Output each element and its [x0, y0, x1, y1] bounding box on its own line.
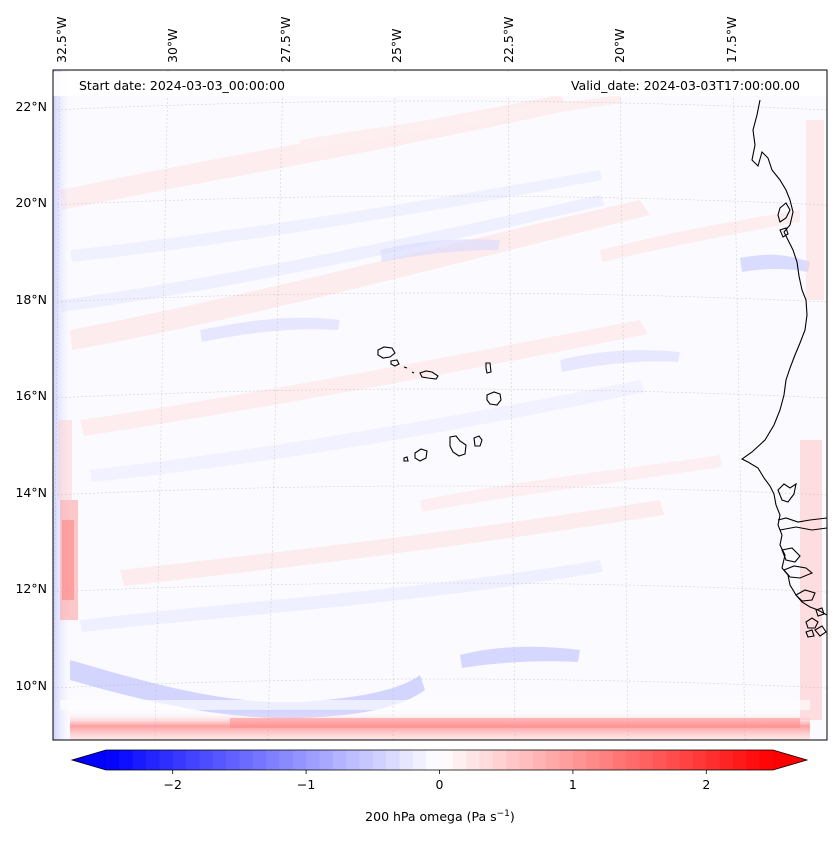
- colorbar-cell: [199, 750, 214, 770]
- colorbar-cell: [426, 750, 441, 770]
- colorbar: −2 −1 0 1 2 200 hPa omega (Pa s−1): [70, 749, 809, 824]
- colorbar-cell: [706, 750, 721, 770]
- valid-date-label: Valid_date: 2024-03-03T17:00:00.00: [571, 78, 800, 93]
- colorbar-cell: [146, 750, 160, 770]
- colorbar-cell: [666, 750, 681, 770]
- colorbar-cell: [692, 750, 707, 770]
- colorbar-cell: [746, 750, 761, 770]
- colorbar-cell: [639, 750, 654, 770]
- colorbar-cell: [599, 750, 614, 770]
- colorbar-cell: [506, 750, 521, 770]
- colorbar-cell: [252, 750, 267, 770]
- colorbar-cell: [119, 750, 134, 770]
- map-panel: Start date: 2024-03-03_00:00:00 Valid_da…: [52, 69, 828, 741]
- colorbar-cell: [386, 750, 401, 770]
- colorbar-cell: [572, 750, 587, 770]
- colorbar-tick-label: 1: [569, 777, 577, 792]
- colorbar-cell: [292, 750, 307, 770]
- colorbar-cell: [159, 750, 174, 770]
- colorbar-cell: [172, 750, 187, 770]
- lat-label: 20°N: [15, 195, 47, 210]
- lat-label: 12°N: [15, 581, 47, 596]
- omega-field: [53, 70, 824, 740]
- colorbar-cell: [732, 750, 747, 770]
- map-border: [52, 69, 828, 741]
- colorbar-cell: [679, 750, 694, 770]
- colorbar-cell: [559, 750, 574, 770]
- start-date-label: Start date: 2024-03-03_00:00:00: [79, 78, 285, 93]
- colorbar-cell: [212, 750, 227, 770]
- lon-label: 30°W: [165, 28, 180, 63]
- colorbar-cell: [626, 750, 641, 770]
- colorbar-cell: [586, 750, 601, 770]
- latitude-labels: 22°N 20°N 18°N 16°N 14°N 12°N 10°N: [15, 99, 47, 693]
- colorbar-tick-label: −2: [163, 777, 181, 792]
- colorbar-cell: [279, 750, 294, 770]
- colorbar-cell: [319, 750, 334, 770]
- colorbar-cell: [412, 750, 427, 770]
- lon-label: 27.5°W: [278, 17, 293, 63]
- colorbar-cell: [466, 750, 481, 770]
- lon-label: 22.5°W: [501, 17, 516, 63]
- colorbar-cells: [106, 750, 774, 770]
- colorbar-ticks: −2 −1 0 1 2: [163, 770, 710, 792]
- colorbar-cell: [346, 750, 361, 770]
- colorbar-cell: [479, 750, 494, 770]
- colorbar-cell: [332, 750, 347, 770]
- lat-label: 14°N: [15, 485, 47, 500]
- colorbar-cell: [612, 750, 627, 770]
- colorbar-tick-label: −1: [297, 777, 315, 792]
- colorbar-cell: [399, 750, 414, 770]
- colorbar-cell: [359, 750, 374, 770]
- colorbar-cell: [186, 750, 200, 770]
- colorbar-cell: [519, 750, 534, 770]
- lat-label: 10°N: [15, 678, 47, 693]
- colorbar-cell: [132, 750, 147, 770]
- colorbar-tick-label: 0: [436, 777, 444, 792]
- colorbar-cell: [239, 750, 254, 770]
- colorbar-cell: [652, 750, 667, 770]
- colorbar-cell: [759, 750, 774, 770]
- colorbar-cell: [719, 750, 734, 770]
- longitude-labels: 32.5°W 30°W 27.5°W 25°W 22.5°W 20°W 17.5…: [54, 17, 739, 63]
- colorbar-cell: [492, 750, 507, 770]
- colorbar-max-extension: [773, 750, 807, 770]
- lon-label: 20°W: [612, 28, 627, 63]
- lon-label: 32.5°W: [54, 17, 69, 63]
- lat-label: 18°N: [15, 292, 47, 307]
- cape-verde-islands: [377, 346, 502, 462]
- colorbar-label: 200 hPa omega (Pa s−1): [365, 809, 515, 824]
- lat-label: 22°N: [15, 99, 47, 114]
- lon-label: 17.5°W: [724, 17, 739, 63]
- colorbar-cell: [372, 750, 387, 770]
- colorbar-cell: [439, 750, 454, 770]
- colorbar-cell: [306, 750, 321, 770]
- african-coastline: [740, 99, 827, 638]
- colorbar-outline: [70, 749, 809, 771]
- colorbar-min-extension: [72, 750, 106, 770]
- colorbar-cell: [266, 750, 281, 770]
- colorbar-cell: [532, 750, 547, 770]
- colorbar-cell: [546, 750, 561, 770]
- colorbar-cell: [452, 750, 467, 770]
- lon-label: 25°W: [389, 28, 404, 63]
- colorbar-cell: [106, 750, 120, 770]
- colorbar-cell: [226, 750, 240, 770]
- lat-label: 16°N: [15, 388, 47, 403]
- colorbar-tick-label: 2: [702, 777, 710, 792]
- header-band: [53, 72, 827, 96]
